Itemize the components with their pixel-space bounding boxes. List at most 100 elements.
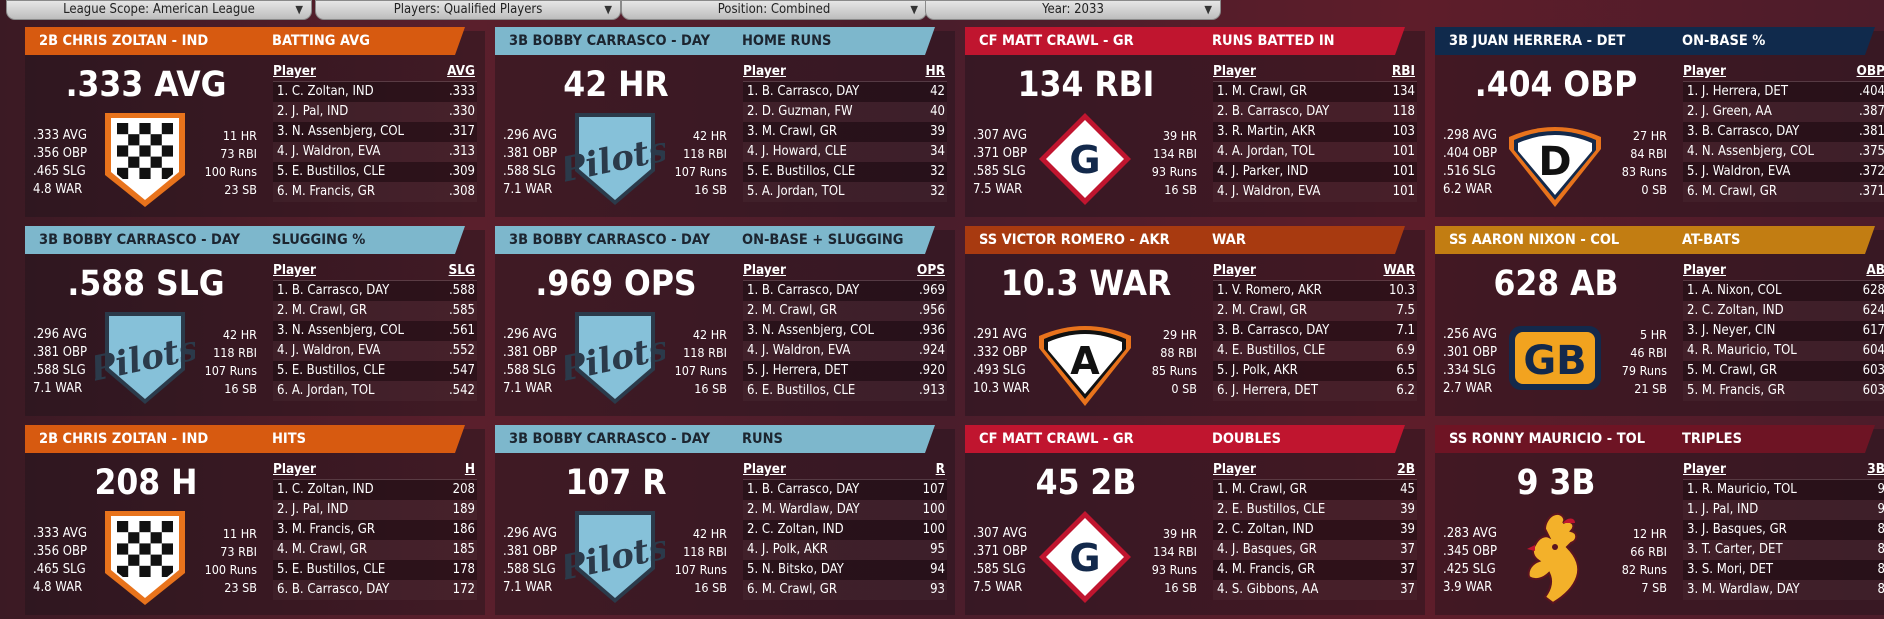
table-row[interactable]: 2. C. Zoltan, IND 624 <box>1683 301 1884 321</box>
table-row[interactable]: 5. J. Polk, AKR 6.5 <box>1213 361 1417 381</box>
stat-column-header[interactable]: SLG <box>448 262 475 278</box>
table-row[interactable]: 5. E. Bustillos, CLE .547 <box>273 361 477 381</box>
player-column-header[interactable]: Player <box>1213 262 1256 278</box>
table-row[interactable]: 5. E. Bustillos, CLE 32 <box>743 162 947 182</box>
table-row[interactable]: 4. J. Waldron, EVA .552 <box>273 341 477 361</box>
table-row[interactable]: 2. M. Crawl, GR .585 <box>273 301 477 321</box>
table-row[interactable]: 2. M. Crawl, GR 7.5 <box>1213 301 1417 321</box>
table-row[interactable]: 4. J. Howard, CLE 34 <box>743 142 947 162</box>
table-row[interactable]: 1. M. Crawl, GR 45 <box>1213 480 1417 500</box>
table-row[interactable]: 4. M. Francis, GR 37 <box>1213 560 1417 580</box>
table-row[interactable]: 4. J. Waldron, EVA .924 <box>743 341 947 361</box>
table-row[interactable]: 5. J. Herrera, DET .920 <box>743 361 947 381</box>
table-row[interactable]: 5. A. Jordan, TOL 32 <box>743 182 947 202</box>
table-row[interactable]: 5. E. Bustillos, CLE .309 <box>273 162 477 182</box>
table-row[interactable]: 6. E. Bustillos, CLE .913 <box>743 381 947 401</box>
table-row[interactable]: 1. V. Romero, AKR 10.3 <box>1213 281 1417 301</box>
stat-column-header[interactable]: 2B <box>1397 461 1415 477</box>
table-row[interactable]: 1. B. Carrasco, DAY 42 <box>743 82 947 102</box>
table-row[interactable]: 6. J. Herrera, DET 6.2 <box>1213 381 1417 401</box>
position-dropdown[interactable]: Position: Combined ▼ <box>621 0 927 20</box>
table-row[interactable]: 2. M. Wardlaw, DAY 100 <box>743 500 947 520</box>
table-row[interactable]: 1. C. Zoltan, IND 208 <box>273 480 477 500</box>
table-row[interactable]: 4. M. Crawl, GR 185 <box>273 540 477 560</box>
player-column-header[interactable]: Player <box>1213 63 1256 79</box>
league-scope-dropdown[interactable]: League Scope: American League ▼ <box>6 0 312 20</box>
stat-column-header[interactable]: AVG <box>447 63 475 79</box>
table-row[interactable]: 3. N. Assenbjerg, COL .561 <box>273 321 477 341</box>
stat-column-header[interactable]: HR <box>925 63 945 79</box>
table-row[interactable]: 3. S. Mori, DET 8 <box>1683 560 1884 580</box>
player-column-header[interactable]: Player <box>1683 63 1726 79</box>
table-row[interactable]: 3. R. Martin, AKR 103 <box>1213 122 1417 142</box>
table-row[interactable]: 4. J. Waldron, EVA 101 <box>1213 182 1417 202</box>
table-row[interactable]: 4. J. Parker, IND 101 <box>1213 162 1417 182</box>
player-column-header[interactable]: Player <box>1683 461 1726 477</box>
player-column-header[interactable]: Player <box>273 461 316 477</box>
table-row[interactable]: 4. J. Basques, GR 37 <box>1213 540 1417 560</box>
player-column-header[interactable]: Player <box>1683 262 1726 278</box>
players-dropdown[interactable]: Players: Qualified Players ▼ <box>315 0 621 20</box>
table-row[interactable]: 3. M. Crawl, GR 39 <box>743 122 947 142</box>
table-row[interactable]: 2. D. Guzman, FW 40 <box>743 102 947 122</box>
table-row[interactable]: 5. N. Bitsko, DAY 94 <box>743 560 947 580</box>
table-row[interactable]: 3. N. Assenbjerg, COL .317 <box>273 122 477 142</box>
table-row[interactable]: 3. N. Assenbjerg, COL .936 <box>743 321 947 341</box>
player-column-header[interactable]: Player <box>273 63 316 79</box>
player-column-header[interactable]: Player <box>1213 461 1256 477</box>
player-column-header[interactable]: Player <box>743 63 786 79</box>
table-row[interactable]: 1. R. Mauricio, TOL 9 <box>1683 480 1884 500</box>
table-row[interactable]: 2. J. Green, AA .387 <box>1683 102 1884 122</box>
table-row[interactable]: 5. M. Crawl, GR 603 <box>1683 361 1884 381</box>
stat-column-header[interactable]: AB <box>1866 262 1884 278</box>
table-row[interactable]: 2. E. Bustillos, CLE 39 <box>1213 500 1417 520</box>
player-column-header[interactable]: Player <box>743 461 786 477</box>
table-row[interactable]: 6. M. Crawl, GR 93 <box>743 580 947 600</box>
table-row[interactable]: 5. J. Waldron, EVA .372 <box>1683 162 1884 182</box>
table-row[interactable]: 6. M. Crawl, GR .371 <box>1683 182 1884 202</box>
table-row[interactable]: 2. C. Zoltan, IND 100 <box>743 520 947 540</box>
table-row[interactable]: 4. J. Polk, AKR 95 <box>743 540 947 560</box>
table-row[interactable]: 1. A. Nixon, COL 628 <box>1683 281 1884 301</box>
player-column-header[interactable]: Player <box>743 262 786 278</box>
table-row[interactable]: 6. B. Carrasco, DAY 172 <box>273 580 477 600</box>
table-row[interactable]: 2. M. Crawl, GR .956 <box>743 301 947 321</box>
table-row[interactable]: 1. J. Herrera, DET .404 <box>1683 82 1884 102</box>
stat-column-header[interactable]: 3B <box>1867 461 1884 477</box>
table-row[interactable]: 2. B. Carrasco, DAY 118 <box>1213 102 1417 122</box>
stat-column-header[interactable]: RBI <box>1391 63 1415 79</box>
table-row[interactable]: 3. J. Basques, GR 8 <box>1683 520 1884 540</box>
table-row[interactable]: 3. J. Neyer, CIN 617 <box>1683 321 1884 341</box>
table-row[interactable]: 3. M. Wardlaw, DAY 8 <box>1683 580 1884 600</box>
player-column-header[interactable]: Player <box>273 262 316 278</box>
table-row[interactable]: 3. B. Carrasco, DAY .381 <box>1683 122 1884 142</box>
table-row[interactable]: 4. A. Jordan, TOL 101 <box>1213 142 1417 162</box>
table-row[interactable]: 3. M. Francis, GR 186 <box>273 520 477 540</box>
table-row[interactable]: 2. J. Pal, IND 189 <box>273 500 477 520</box>
table-row[interactable]: 5. M. Francis, GR 603 <box>1683 381 1884 401</box>
stat-column-header[interactable]: WAR <box>1383 262 1415 278</box>
stat-column-header[interactable]: R <box>935 461 945 477</box>
table-row[interactable]: 3. B. Carrasco, DAY 7.1 <box>1213 321 1417 341</box>
table-row[interactable]: 2. C. Zoltan, IND 39 <box>1213 520 1417 540</box>
stat-column-header[interactable]: OPS <box>917 262 945 278</box>
table-row[interactable]: 1. M. Crawl, GR 134 <box>1213 82 1417 102</box>
table-row[interactable]: 1. B. Carrasco, DAY .588 <box>273 281 477 301</box>
table-row[interactable]: 6. A. Jordan, TOL .542 <box>273 381 477 401</box>
table-row[interactable]: 4. R. Mauricio, TOL 604 <box>1683 341 1884 361</box>
table-row[interactable]: 1. B. Carrasco, DAY 107 <box>743 480 947 500</box>
stat-column-header[interactable]: OBP <box>1856 63 1884 79</box>
table-row[interactable]: 4. E. Bustillos, CLE 6.9 <box>1213 341 1417 361</box>
table-row[interactable]: 1. B. Carrasco, DAY .969 <box>743 281 947 301</box>
stat-column-header[interactable]: H <box>464 461 475 477</box>
table-row[interactable]: 2. J. Pal, IND .330 <box>273 102 477 122</box>
year-dropdown[interactable]: Year: 2033 ▼ <box>925 0 1221 20</box>
table-row[interactable]: 4. J. Waldron, EVA .313 <box>273 142 477 162</box>
table-row[interactable]: 4. N. Assenbjerg, COL .375 <box>1683 142 1884 162</box>
table-row[interactable]: 1. C. Zoltan, IND .333 <box>273 82 477 102</box>
table-row[interactable]: 4. S. Gibbons, AA 37 <box>1213 580 1417 600</box>
table-row[interactable]: 1. J. Pal, IND 9 <box>1683 500 1884 520</box>
table-row[interactable]: 5. E. Bustillos, CLE 178 <box>273 560 477 580</box>
table-row[interactable]: 6. M. Francis, GR .308 <box>273 182 477 202</box>
table-row[interactable]: 3. T. Carter, DET 8 <box>1683 540 1884 560</box>
